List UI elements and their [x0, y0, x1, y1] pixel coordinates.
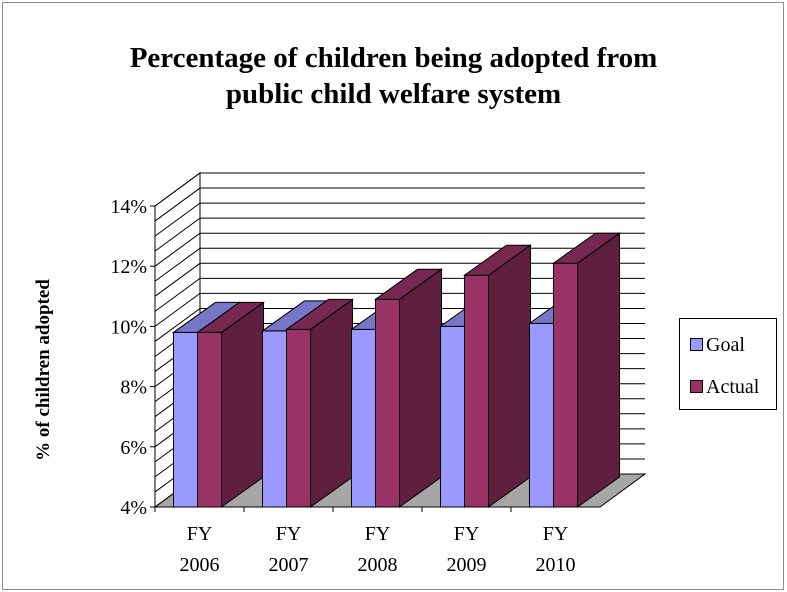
bar-goal-front: [351, 328, 376, 508]
gridline: [154, 187, 645, 222]
x-tick-label: 2009: [447, 554, 487, 576]
legend-label-goal: Goal: [706, 334, 745, 356]
chart-title-line-1: Percentage of children being adopted fro…: [129, 42, 658, 74]
y-tick-label: 12%: [110, 256, 147, 278]
y-tick-label: 10%: [110, 316, 147, 338]
gridline: [154, 202, 645, 237]
gridline: [154, 232, 645, 267]
gridline: [154, 217, 645, 252]
legend-item-goal: Goal: [690, 334, 745, 356]
legend-item-actual: Actual: [690, 376, 759, 398]
gridline: [154, 172, 645, 207]
y-tick-label: 14%: [110, 196, 147, 218]
bar-actual-top: [195, 301, 266, 333]
bar-actual-side: [310, 298, 353, 508]
x-tick-label: FY: [454, 523, 480, 545]
bar-goal-front: [529, 322, 554, 508]
y-tick-label: 6%: [120, 437, 147, 459]
x-tick-label: FY: [187, 523, 213, 545]
bar-actual-front: [464, 274, 489, 508]
x-tick-label: FY: [365, 523, 391, 545]
bar-actual-top: [462, 244, 533, 276]
x-tick-label: 2006: [180, 554, 220, 576]
y-tick-label: 8%: [120, 377, 147, 399]
chart-title: Percentage of children being adopted fro…: [0, 40, 787, 112]
bar-actual-front: [375, 298, 400, 508]
bar-actual-front: [286, 328, 311, 508]
legend-swatch-actual: [690, 380, 703, 393]
bar-actual-side: [399, 268, 442, 508]
legend: Goal Actual: [679, 318, 777, 410]
legend-label-actual: Actual: [706, 376, 760, 398]
bar-actual-front: [553, 262, 578, 508]
bar-actual-side: [221, 301, 264, 508]
bar-actual-top: [373, 268, 444, 300]
bar-goal-front: [440, 325, 465, 508]
chart-title-line-2: public child welfare system: [225, 78, 562, 110]
x-tick-label: 2010: [536, 554, 576, 576]
bar-actual-side: [488, 244, 531, 508]
bar-actual-top: [551, 232, 622, 264]
legend-swatch-goal: [690, 338, 703, 351]
bar-goal-front: [262, 330, 287, 508]
x-tick-label: 2008: [358, 554, 398, 576]
x-tick-label: FY: [543, 523, 569, 545]
bar-actual-top: [284, 298, 355, 330]
bar-actual-front: [197, 331, 222, 508]
bar-goal-front: [173, 331, 198, 508]
gridline: [154, 247, 645, 282]
bar-actual-side: [577, 232, 620, 508]
y-tick-label: 4%: [120, 497, 147, 519]
x-tick-label: FY: [276, 523, 302, 545]
x-tick-label: 2007: [269, 554, 309, 576]
